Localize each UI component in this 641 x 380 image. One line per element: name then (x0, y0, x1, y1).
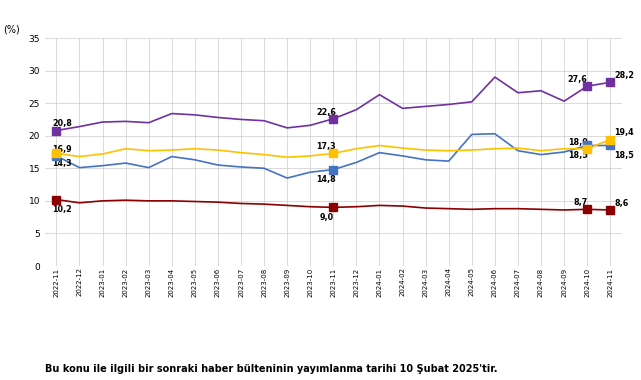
Text: 8,6: 8,6 (615, 199, 629, 208)
Text: 18,5: 18,5 (568, 151, 587, 160)
Text: 8,7: 8,7 (573, 198, 588, 207)
Text: 27,6: 27,6 (568, 75, 587, 84)
Text: 10,2: 10,2 (52, 205, 72, 214)
Text: 19,4: 19,4 (615, 128, 634, 138)
Text: 14,3: 14,3 (52, 159, 72, 168)
Text: 18,0: 18,0 (568, 138, 587, 147)
Text: 9,0: 9,0 (319, 213, 333, 222)
Text: 22,6: 22,6 (317, 108, 337, 117)
Text: (%): (%) (3, 24, 20, 34)
Text: 28,2: 28,2 (615, 71, 635, 80)
Text: Bu konu ile ilgili bir sonraki haber bülteninin yayımlanma tarihi 10 Şubat 2025': Bu konu ile ilgili bir sonraki haber bül… (45, 364, 497, 374)
Text: 16,9: 16,9 (52, 145, 72, 154)
Text: 20,8: 20,8 (52, 119, 72, 128)
Text: 14,8: 14,8 (317, 175, 337, 184)
Text: 17,3: 17,3 (317, 142, 337, 151)
Text: 18,5: 18,5 (615, 151, 634, 160)
